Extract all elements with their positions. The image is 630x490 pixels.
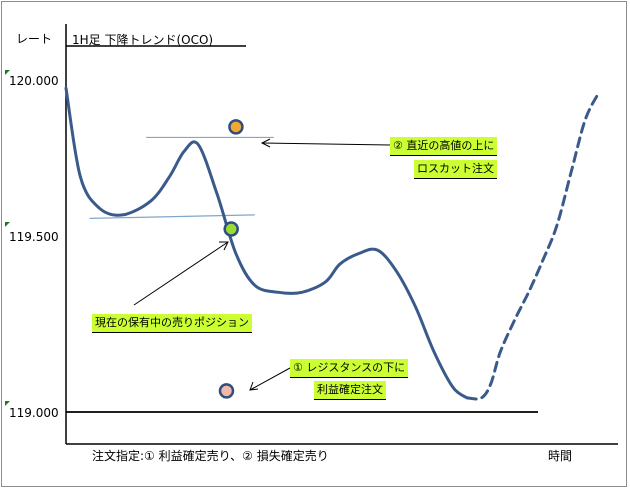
- x-axis-label: 時間: [548, 449, 573, 463]
- y-tick-label: 119.500: [9, 230, 59, 244]
- position-arrow: [133, 241, 229, 306]
- stop-loss-arrow: [261, 142, 391, 146]
- price-line: [64, 86, 469, 400]
- take-profit-note-line1: ① レジスタンスの下に: [290, 359, 409, 378]
- resistance-line: [89, 214, 255, 219]
- stop-loss-note-line1: ② 直近の高値の上に: [390, 137, 498, 156]
- tick-marker-icon: [5, 401, 10, 406]
- y-tick-label: 120.000: [9, 74, 59, 88]
- current-position-marker: [223, 221, 239, 237]
- stop-loss-arrowhead: [260, 138, 271, 148]
- y-axis-label: レート: [16, 32, 53, 46]
- take-profit-note-line2: 利益確定注文: [314, 381, 386, 400]
- stop-loss-note-line2: ロスカット注文: [414, 160, 497, 179]
- forecast-price-line: [465, 90, 601, 401]
- order-instruction-note: 注文指定:① 利益確定売り、② 損失確定売り: [92, 449, 329, 463]
- take-profit-arrowhead: [249, 381, 259, 391]
- tick-marker-icon: [5, 222, 10, 227]
- position-arrowhead: [219, 241, 229, 251]
- chart-title: 1H足 下降トレンド(OCO): [72, 33, 214, 47]
- take-profit-arrow: [249, 367, 291, 391]
- y-tick-label: 119.000: [9, 406, 59, 420]
- take-profit-order-marker: [218, 383, 235, 399]
- tick-marker-icon: [5, 70, 10, 75]
- position-note: 現在の保有中の売りポジション: [92, 314, 252, 333]
- stop-loss-order-marker: [228, 119, 244, 135]
